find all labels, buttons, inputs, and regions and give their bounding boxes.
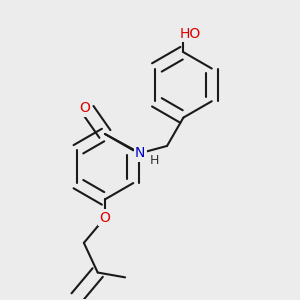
Text: O: O [79,101,90,115]
Text: HO: HO [180,27,201,41]
Text: H: H [149,154,159,167]
Text: O: O [100,211,110,225]
Text: N: N [135,146,145,160]
